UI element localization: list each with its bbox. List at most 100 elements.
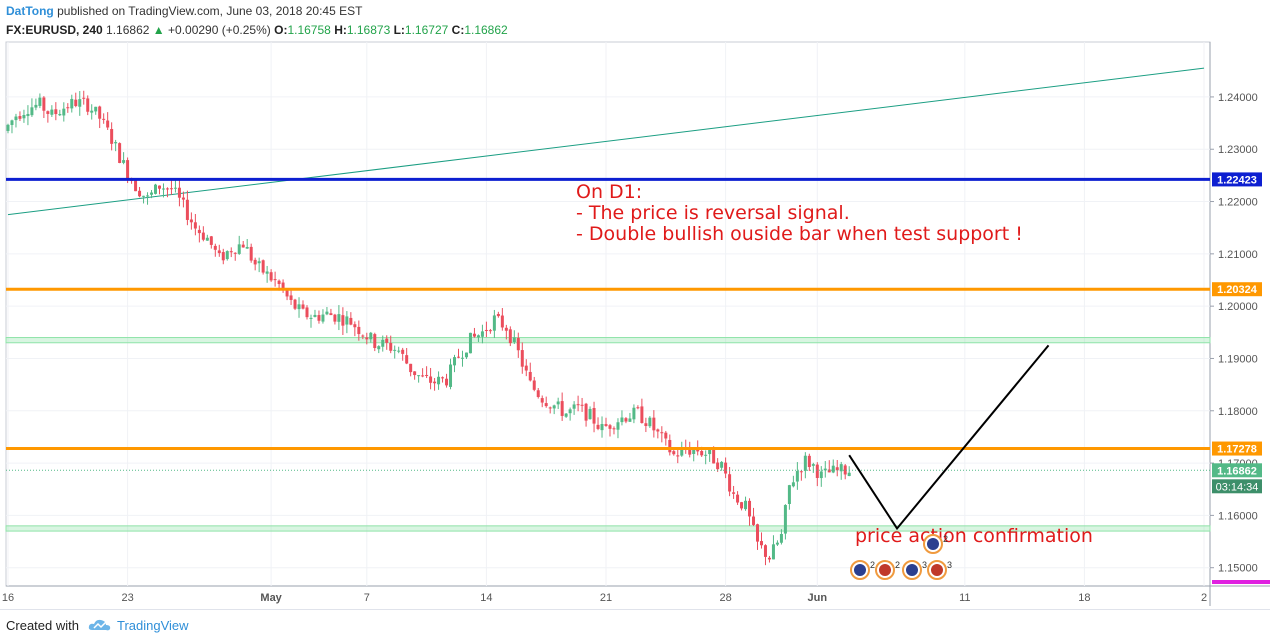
candle[interactable] [18,116,22,119]
candle[interactable] [217,250,221,254]
candle[interactable] [90,110,94,113]
candle[interactable] [767,557,771,560]
candle[interactable] [441,377,445,379]
candle[interactable] [165,188,169,190]
candle[interactable] [787,485,791,504]
candle[interactable] [177,187,181,198]
candle[interactable] [692,449,696,454]
candle[interactable] [560,401,564,416]
candle[interactable] [289,295,293,300]
candle[interactable] [548,407,552,409]
candle[interactable] [496,313,500,317]
candle[interactable] [520,350,524,367]
candle[interactable] [337,314,341,322]
candle[interactable] [799,471,803,473]
candle[interactable] [417,375,421,377]
candle[interactable] [273,279,277,281]
candle[interactable] [604,424,608,426]
candle[interactable] [736,494,740,503]
candle[interactable] [640,406,644,423]
candle[interactable] [397,350,401,352]
candle[interactable] [146,195,150,197]
candle[interactable] [464,352,468,358]
candle[interactable] [293,299,297,309]
candle[interactable] [285,289,289,297]
candle[interactable] [329,313,333,316]
candle[interactable] [405,355,409,364]
candle[interactable] [484,329,488,331]
candle[interactable] [724,462,728,474]
candle[interactable] [309,317,313,319]
candle[interactable] [831,465,835,473]
candle[interactable] [500,315,504,328]
candle[interactable] [480,331,484,337]
projection-path[interactable] [848,344,1050,531]
candle[interactable] [281,282,285,290]
trendline[interactable] [7,67,1205,216]
candle[interactable] [249,246,253,261]
annotation-price-action[interactable]: price action confirmation [855,525,1093,547]
candle[interactable] [389,342,393,351]
candle[interactable] [317,315,321,321]
candle[interactable] [349,317,353,325]
annotation-text[interactable]: - Double bullish ouside bar when test su… [576,223,1023,245]
candle[interactable] [106,120,110,128]
candle[interactable] [193,222,197,229]
candle[interactable] [209,236,213,245]
candle[interactable] [277,280,281,284]
candle[interactable] [245,247,249,249]
candle[interactable] [740,502,744,509]
candle[interactable] [508,329,512,344]
candle[interactable] [704,454,708,456]
candle[interactable] [185,199,189,220]
candle[interactable] [636,407,640,409]
candle[interactable] [584,403,588,421]
candle[interactable] [94,106,98,112]
candle[interactable] [345,316,349,325]
candle[interactable] [98,106,102,119]
candle[interactable] [373,334,377,348]
candle[interactable] [201,232,205,240]
candle[interactable] [369,332,373,340]
candle[interactable] [624,418,628,422]
candle[interactable] [568,409,572,414]
candle[interactable] [305,307,309,318]
candle[interactable] [381,339,385,347]
candle[interactable] [169,188,173,190]
candle[interactable] [779,534,783,543]
candle[interactable] [401,349,405,354]
candle[interactable] [221,252,225,261]
candle[interactable] [46,111,50,114]
candle[interactable] [504,327,508,331]
candle[interactable] [744,500,748,510]
candle[interactable] [265,271,269,274]
candle[interactable] [759,541,763,546]
candle[interactable] [648,417,652,427]
candle[interactable] [74,99,78,107]
candle[interactable] [556,401,560,405]
candle[interactable] [425,374,429,376]
support-resistance-zone[interactable] [5,337,1211,344]
candle[interactable] [22,115,26,119]
candle[interactable] [827,469,831,473]
candle[interactable] [118,143,122,163]
candle[interactable] [728,474,732,492]
candle[interactable] [847,472,851,477]
candle[interactable] [189,219,193,223]
candle[interactable] [325,311,329,315]
candle[interactable] [110,128,114,144]
candle[interactable] [664,432,668,439]
candle[interactable] [54,109,58,115]
candle[interactable] [588,408,592,420]
candle[interactable] [42,97,46,111]
candle[interactable] [453,357,457,366]
candle[interactable] [429,376,433,383]
candle[interactable] [122,160,126,163]
candle[interactable] [10,120,14,125]
candle[interactable] [341,315,345,326]
candle[interactable] [134,180,138,192]
candle[interactable] [823,468,827,471]
candle[interactable] [205,237,209,241]
candle[interactable] [66,107,70,109]
candle[interactable] [229,251,233,253]
